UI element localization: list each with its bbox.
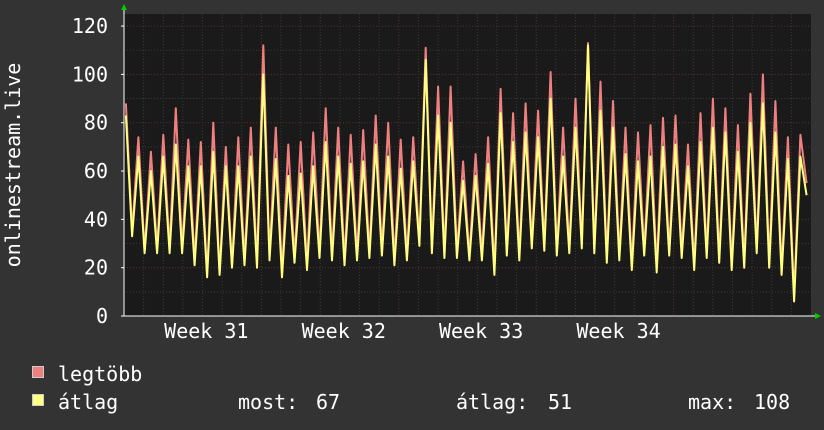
y-tick-label: 40	[84, 207, 108, 231]
tick-labels: 0 20 40 60 80 100 120 Week 31 Week 32 Week 33 Week…	[72, 14, 661, 343]
y-tick-label: 80	[84, 111, 108, 135]
x-tick-label: Week 31	[164, 319, 248, 343]
x-tick-label: Week 34	[576, 319, 660, 343]
y-tick-label: 20	[84, 256, 108, 280]
y-axis-label: onlinestream.live	[1, 63, 25, 268]
x-tick-label: Week 33	[439, 319, 523, 343]
series-lines	[124, 42, 808, 303]
y-tick-label: 60	[84, 159, 108, 183]
y-tick-label: 120	[72, 14, 108, 38]
y-tick-label: 0	[96, 304, 108, 328]
x-tick-label: Week 32	[302, 319, 386, 343]
axes	[121, 4, 821, 319]
x-axis-arrow-icon	[815, 313, 821, 319]
series-line-atlag	[124, 44, 808, 303]
y-axis-arrow-icon	[121, 4, 127, 10]
plot-area	[124, 14, 811, 316]
y-tick-label: 100	[72, 62, 108, 86]
